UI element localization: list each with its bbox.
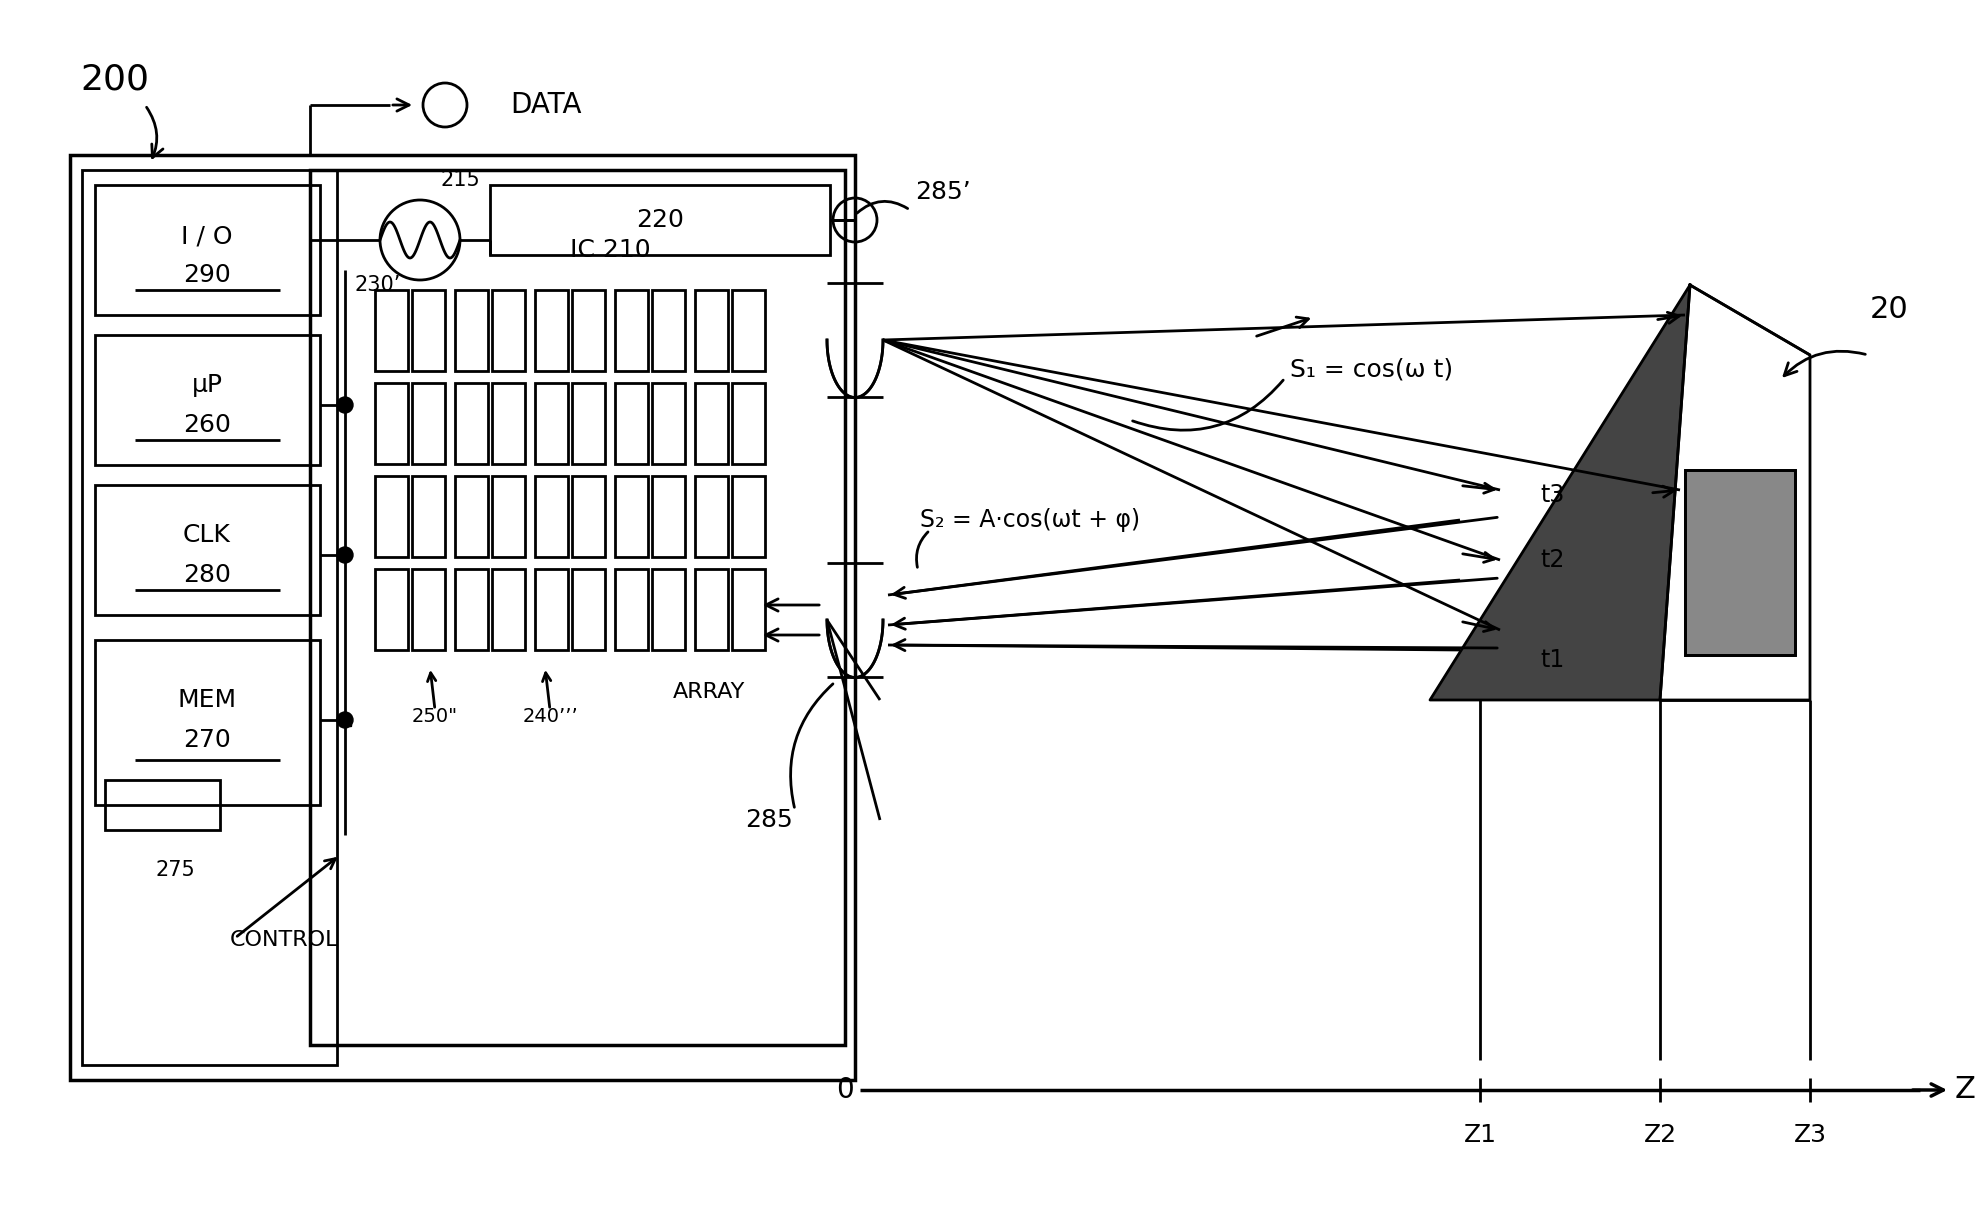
Bar bbox=[493, 383, 524, 464]
Bar bbox=[732, 476, 765, 556]
Bar bbox=[615, 476, 649, 556]
Bar bbox=[653, 291, 684, 371]
Bar bbox=[534, 476, 568, 556]
Text: 230’: 230’ bbox=[354, 275, 402, 295]
Text: t3: t3 bbox=[1541, 483, 1565, 507]
Bar bbox=[493, 569, 524, 650]
Bar bbox=[95, 335, 320, 465]
Bar bbox=[455, 476, 489, 556]
Text: MEM: MEM bbox=[178, 688, 237, 712]
Text: CLK: CLK bbox=[184, 523, 231, 547]
Text: 240’’’: 240’’’ bbox=[522, 708, 578, 726]
Bar bbox=[534, 569, 568, 650]
Text: 290: 290 bbox=[184, 263, 231, 287]
Bar bbox=[493, 291, 524, 371]
Bar bbox=[732, 291, 765, 371]
Bar bbox=[493, 476, 524, 556]
Bar bbox=[615, 569, 649, 650]
Polygon shape bbox=[1430, 286, 1689, 700]
Text: 280: 280 bbox=[184, 563, 231, 587]
Text: I / O: I / O bbox=[182, 225, 233, 249]
Polygon shape bbox=[1660, 286, 1810, 700]
Bar bbox=[732, 569, 765, 650]
Bar bbox=[534, 383, 568, 464]
Bar bbox=[572, 383, 605, 464]
Circle shape bbox=[336, 547, 352, 563]
Text: DATA: DATA bbox=[510, 91, 582, 119]
Bar bbox=[455, 291, 489, 371]
Bar bbox=[572, 476, 605, 556]
Circle shape bbox=[336, 712, 352, 728]
Bar bbox=[732, 383, 765, 464]
Bar bbox=[455, 383, 489, 464]
Text: Z: Z bbox=[1954, 1076, 1976, 1104]
Bar bbox=[95, 485, 320, 616]
Bar bbox=[411, 291, 445, 371]
Bar bbox=[455, 569, 489, 650]
Bar bbox=[694, 291, 728, 371]
Bar bbox=[694, 383, 728, 464]
Bar bbox=[411, 476, 445, 556]
Text: 200: 200 bbox=[81, 63, 150, 97]
Circle shape bbox=[336, 398, 352, 412]
Bar bbox=[1685, 470, 1794, 655]
Bar bbox=[1685, 470, 1794, 655]
Text: Z2: Z2 bbox=[1644, 1123, 1677, 1147]
Text: CONTROL: CONTROL bbox=[229, 929, 338, 950]
Text: Z1: Z1 bbox=[1464, 1123, 1497, 1147]
Bar bbox=[69, 155, 854, 1080]
Bar bbox=[95, 185, 320, 315]
Text: Z3: Z3 bbox=[1794, 1123, 1826, 1147]
Text: 0: 0 bbox=[837, 1076, 854, 1104]
Bar bbox=[615, 291, 649, 371]
Text: S₂ = A·cos(ωt + φ): S₂ = A·cos(ωt + φ) bbox=[920, 508, 1139, 532]
Text: t2: t2 bbox=[1541, 548, 1565, 572]
Text: 250": 250" bbox=[411, 708, 459, 726]
Bar bbox=[572, 291, 605, 371]
Text: ARRAY: ARRAY bbox=[673, 682, 746, 702]
Text: IC 210: IC 210 bbox=[570, 238, 651, 262]
Text: 275: 275 bbox=[154, 860, 196, 880]
Text: 20: 20 bbox=[1869, 295, 1909, 325]
Bar bbox=[615, 383, 649, 464]
Bar bbox=[491, 185, 831, 255]
Bar bbox=[95, 640, 320, 805]
Bar bbox=[653, 569, 684, 650]
Text: 285: 285 bbox=[746, 808, 793, 832]
Bar bbox=[376, 291, 407, 371]
Bar bbox=[534, 291, 568, 371]
Bar bbox=[653, 476, 684, 556]
Bar bbox=[376, 383, 407, 464]
Bar bbox=[105, 780, 220, 830]
Bar bbox=[376, 569, 407, 650]
Bar bbox=[572, 569, 605, 650]
Text: 215: 215 bbox=[439, 170, 481, 190]
Bar bbox=[694, 569, 728, 650]
Text: t1: t1 bbox=[1541, 648, 1565, 672]
Text: 270: 270 bbox=[184, 728, 231, 752]
Text: μP: μP bbox=[192, 373, 222, 398]
Bar bbox=[81, 170, 336, 1065]
Text: S₁ = cos(ω t): S₁ = cos(ω t) bbox=[1290, 358, 1454, 382]
Bar bbox=[694, 476, 728, 556]
Text: 220: 220 bbox=[637, 208, 684, 231]
Bar bbox=[311, 170, 845, 1045]
Bar bbox=[376, 476, 407, 556]
Text: 260: 260 bbox=[184, 412, 231, 437]
Text: 285’: 285’ bbox=[916, 180, 971, 204]
Bar bbox=[411, 569, 445, 650]
Bar bbox=[411, 383, 445, 464]
Bar bbox=[653, 383, 684, 464]
